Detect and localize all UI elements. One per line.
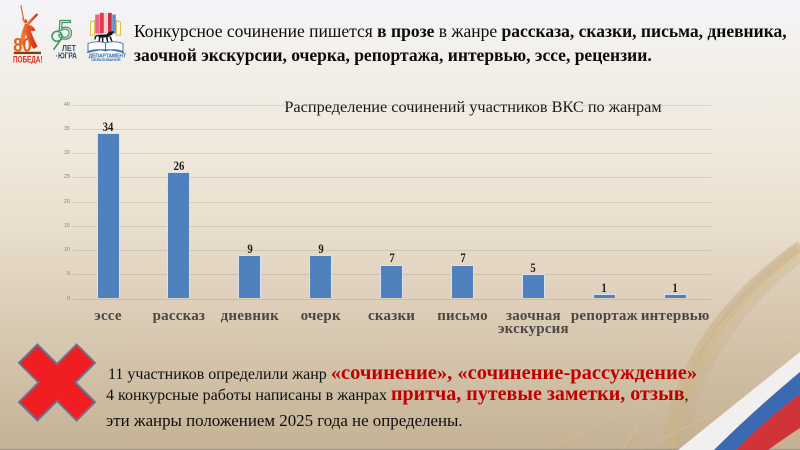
svg-text:·ЮГРА: ·ЮГРА (56, 51, 77, 59)
svg-text:ПОБЕДА!: ПОБЕДА! (13, 54, 43, 64)
svg-text:ЛЕТ: ЛЕТ (62, 44, 76, 53)
svg-text:80: 80 (13, 35, 31, 57)
svg-text:ДЕПАРТАМЕНТ: ДЕПАРТАМЕНТ (89, 53, 127, 59)
svg-text:ОБРАЗОВАНИЯ: ОБРАЗОВАНИЯ (91, 57, 121, 61)
